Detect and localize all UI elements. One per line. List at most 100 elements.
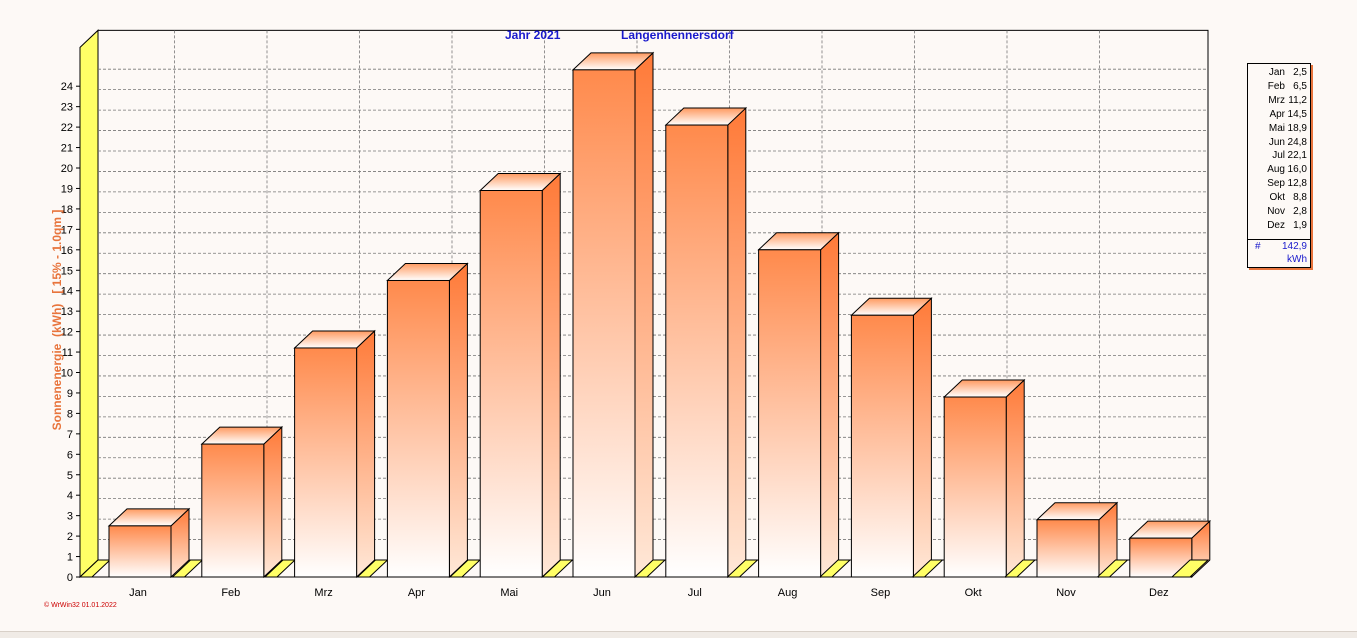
legend-value: 18,9 — [1287, 122, 1307, 134]
legend-row: Jul 22,1 — [1248, 150, 1308, 164]
y-axis-label: Sonnenenergie (kWh) [ 15% - 1.0qm ] — [50, 209, 64, 431]
bar — [943, 396, 1007, 578]
floor-marker — [911, 559, 944, 578]
legend-month: Aug — [1267, 164, 1285, 176]
y-tick-label: 17 — [61, 224, 73, 236]
bar-side — [727, 106, 747, 579]
legend-month: Jan — [1268, 67, 1285, 78]
y-tick-label: 12 — [61, 327, 73, 339]
y-tick-label: 13 — [61, 306, 73, 318]
legend-value: 8,8 — [1293, 192, 1307, 204]
floor-marker — [818, 559, 852, 578]
bar — [572, 69, 636, 578]
bar-side — [1005, 378, 1025, 579]
legend-row: Mai 18,9 — [1248, 123, 1308, 137]
legend-value: 12,8 — [1287, 178, 1307, 190]
y-tick-label: 14 — [61, 286, 73, 298]
legend-row: Sep 12,8 — [1248, 178, 1308, 192]
side-wall — [79, 29, 99, 579]
y-tick-label: 24 — [61, 81, 73, 93]
bar — [386, 279, 450, 578]
legend-value: 22,1 — [1287, 150, 1307, 162]
legend-month: Feb — [1267, 80, 1285, 92]
x-tick-label: Nov — [1056, 587, 1076, 599]
legend-value: 14,5 — [1287, 108, 1307, 120]
legend-month: Mai — [1268, 122, 1285, 134]
x-tick-label: Okt — [965, 587, 982, 599]
legend-row: Feb 6,5 — [1248, 81, 1308, 95]
floor-marker — [1096, 559, 1129, 578]
y-tick-label: 5 — [67, 470, 73, 482]
x-tick-label: Jan — [129, 587, 147, 599]
legend-divider — [1248, 239, 1310, 240]
y-tick-label: 23 — [61, 102, 73, 114]
x-tick-label: Sep — [871, 587, 891, 599]
legend-month: Apr — [1269, 108, 1285, 120]
y-tick-label: 4 — [67, 490, 73, 502]
bar-side — [912, 297, 932, 579]
window-bottom-edge — [0, 631, 1357, 638]
legend-value: 2,5 — [1293, 67, 1307, 78]
floor-marker — [726, 559, 759, 578]
legend-row: Dez 1,9 — [1248, 220, 1308, 234]
bar — [1036, 519, 1100, 578]
legend-value: 6,5 — [1293, 80, 1307, 92]
legend-row: Mrz 11,2 — [1248, 95, 1308, 109]
x-tick-label: Jun — [593, 587, 611, 599]
bar-side — [820, 231, 840, 579]
y-tick-label: 22 — [61, 122, 73, 134]
x-tick-label: Feb — [221, 587, 240, 599]
x-tick-label: Aug — [778, 587, 798, 599]
legend-row: Apr 14,5 — [1248, 109, 1308, 123]
legend-value: 24,8 — [1287, 136, 1307, 148]
legend-total-symbol: # — [1255, 241, 1261, 252]
legend-row: Nov 2,8 — [1248, 206, 1308, 220]
y-tick-label: 3 — [67, 511, 73, 523]
legend-total: 142,9 — [1281, 241, 1307, 252]
x-tick-label: Mrz — [314, 587, 332, 599]
y-tick-label: 10 — [61, 368, 73, 380]
y-tick-label: 15 — [61, 265, 73, 277]
y-tick-label: 8 — [67, 408, 73, 420]
y-tick-label: 2 — [67, 531, 73, 543]
legend-unit: kWh — [1287, 254, 1307, 265]
legend-value: 2,8 — [1293, 206, 1307, 217]
bar — [479, 189, 543, 578]
legend-month: Sep — [1267, 178, 1285, 190]
x-tick-label: Jul — [688, 587, 702, 599]
legend-value: 16,0 — [1287, 164, 1307, 176]
legend-month: Mrz — [1268, 94, 1285, 106]
legend-month: Nov — [1267, 206, 1285, 217]
bar-side — [448, 262, 468, 579]
bar — [108, 525, 172, 578]
y-tick-label: 9 — [67, 388, 73, 400]
legend-month: Jul — [1272, 150, 1285, 162]
floor-marker — [1003, 559, 1037, 578]
floor-marker — [633, 559, 667, 578]
legend-value: 11,2 — [1288, 94, 1307, 106]
y-tick-label: 21 — [61, 143, 73, 155]
footer-copyright: © WrWin32 01.01.2022 — [44, 602, 117, 609]
y-tick-label: 16 — [61, 245, 73, 257]
legend-row: Okt 8,8 — [1248, 192, 1308, 206]
bar — [665, 124, 729, 578]
legend-row: Jun 24,8 — [1248, 137, 1308, 151]
chart-title-location: Langenhennersdorf — [621, 28, 734, 42]
legend-row: Aug 16,0 — [1248, 164, 1308, 178]
y-tick-label: 0 — [67, 572, 73, 584]
floor-marker — [1170, 559, 1210, 578]
x-tick-label: Apr — [408, 587, 425, 599]
bar — [294, 347, 358, 578]
y-tick-label: 20 — [61, 163, 73, 175]
y-tick-label: 1 — [67, 552, 73, 564]
x-tick-label: Dez — [1149, 587, 1169, 599]
y-tick-label: 19 — [61, 183, 73, 195]
bar-side — [541, 172, 561, 579]
bar — [201, 443, 265, 578]
y-tick-label: 6 — [67, 449, 73, 461]
bar — [758, 249, 822, 578]
legend-month: Jun — [1268, 136, 1285, 148]
y-tick-label: 7 — [67, 429, 73, 441]
bar-side — [634, 51, 654, 579]
